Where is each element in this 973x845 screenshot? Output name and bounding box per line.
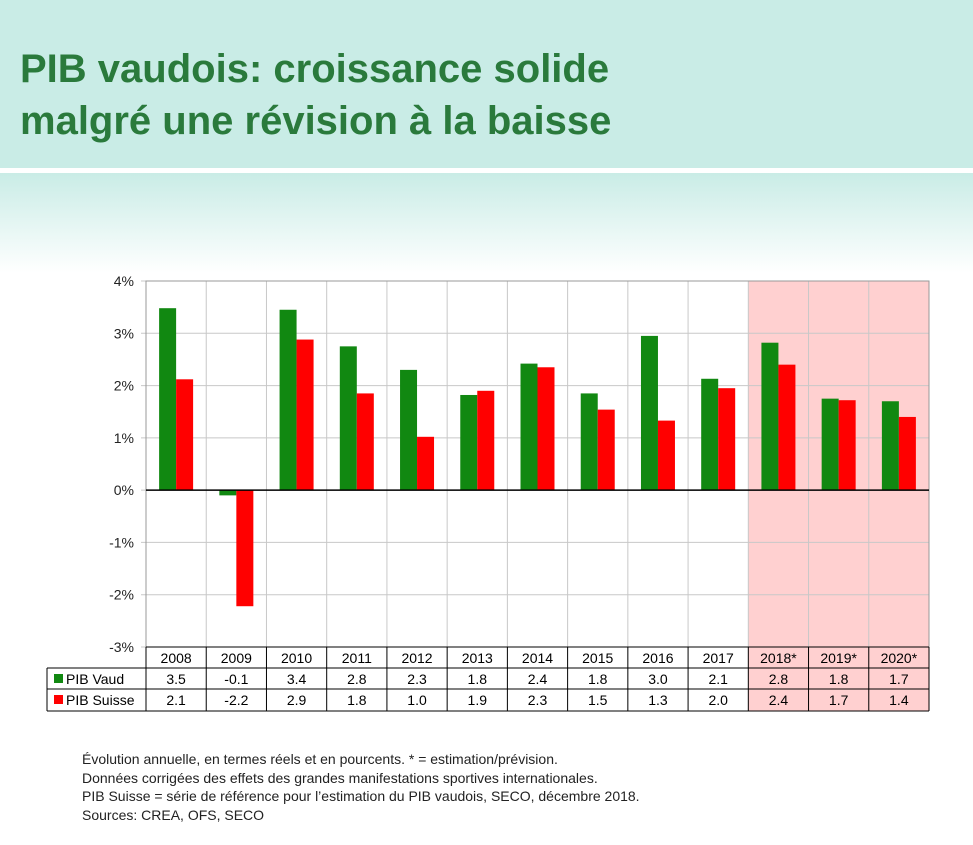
bar-pib-suisse [477,390,495,491]
bar-pib-suisse [718,388,736,491]
table-value: 3.4 [287,671,307,687]
bar-pib-vaud [821,398,839,491]
x-category-label: 2018* [760,650,797,666]
bar-pib-suisse [778,364,796,491]
bar-pib-vaud [580,393,598,491]
bar-pib-suisse [296,339,314,491]
bar-pib-vaud [701,378,719,491]
y-tick-label: 4% [114,273,134,289]
table-value: 2.4 [528,671,548,687]
y-tick-label: 3% [114,325,134,341]
bar-pib-suisse [537,367,555,491]
bar-pib-suisse [417,436,435,491]
table-value: 1.3 [648,692,668,708]
legend-label: PIB Vaud [66,671,124,687]
chart-notes: Évolution annuelle, en termes réels et e… [82,750,640,824]
y-tick-label: 1% [114,430,134,446]
bar-pib-suisse [898,416,916,491]
x-category-label: 2012 [401,650,432,666]
x-category-label: 2015 [582,650,613,666]
note-line: Sources: CREA, OFS, SECO [82,806,265,823]
bar-pib-vaud [219,490,237,496]
note-line: PIB Suisse = série de référence pour l’e… [82,788,640,804]
x-category-label: 2008 [161,650,192,666]
table-value: 1.8 [588,671,608,687]
table-value: 2.1 [166,692,186,708]
x-category-label: 2013 [462,650,493,666]
table-value: 2.8 [347,671,367,687]
table-value: -0.1 [224,671,248,687]
x-category-label: 2010 [281,650,312,666]
bar-pib-vaud [640,335,658,491]
y-tick-label: -3% [109,639,134,655]
x-category-label: 2011 [342,650,372,666]
table-value: 1.8 [468,671,488,687]
legend-swatch-suisse [54,695,63,704]
table-value: 1.4 [889,692,909,708]
y-tick-label: 0% [114,482,134,498]
table-value: 2.1 [708,671,728,687]
table-value: 2.4 [769,692,789,708]
y-tick-label: -2% [109,587,134,603]
title-banner: PIB vaudois: croissance solide malgré un… [0,0,973,168]
bar-pib-vaud [881,401,899,491]
bar-pib-vaud [339,346,357,491]
bar-pib-vaud [460,394,478,491]
table-value: 1.8 [347,692,367,708]
bar-pib-vaud [400,369,418,491]
note-line: Données corrigées des effets des grandes… [82,769,598,786]
table-value: 2.3 [528,692,548,708]
title-line-1: PIB vaudois: croissance solide [20,47,610,91]
table-value: 1.8 [829,671,849,687]
x-category-label: 2016 [642,650,673,666]
table-value: 2.3 [407,671,427,687]
table-value: 1.7 [889,671,909,687]
table-value: 3.5 [166,671,186,687]
table-value: 2.8 [769,671,789,687]
x-category-label: 2019* [820,650,857,666]
table-value: 1.0 [407,692,427,708]
note-line: Évolution annuelle, en termes réels et e… [82,751,558,767]
table-value: 1.9 [468,692,488,708]
table-value: 3.0 [648,671,668,687]
bar-pib-vaud [159,308,177,491]
x-category-label: 2014 [522,650,553,666]
table-value: -2.2 [224,692,248,708]
bar-pib-vaud [279,309,297,491]
y-tick-label: 2% [114,378,134,394]
table-value: 1.5 [588,692,608,708]
bar-pib-suisse [657,420,675,491]
bar-pib-suisse [838,400,856,491]
x-category-label: 2017 [703,650,734,666]
gradient-band [0,173,973,273]
title-line-2: malgré une révision à la baisse [20,99,612,143]
y-tick-label: -1% [109,534,134,550]
table-value: 2.9 [287,692,307,708]
bar-pib-suisse [356,393,374,491]
bar-pib-suisse [597,409,615,491]
x-category-label: 2020* [881,650,918,666]
legend-label: PIB Suisse [66,692,135,708]
x-category-label: 2009 [221,650,252,666]
table-value: 1.7 [829,692,849,708]
bar-pib-suisse [176,379,194,491]
table-value: 2.0 [708,692,728,708]
legend-swatch-vaud [54,674,63,683]
bar-pib-vaud [520,363,538,491]
bar-pib-suisse [236,490,254,607]
bar-pib-vaud [761,342,779,491]
